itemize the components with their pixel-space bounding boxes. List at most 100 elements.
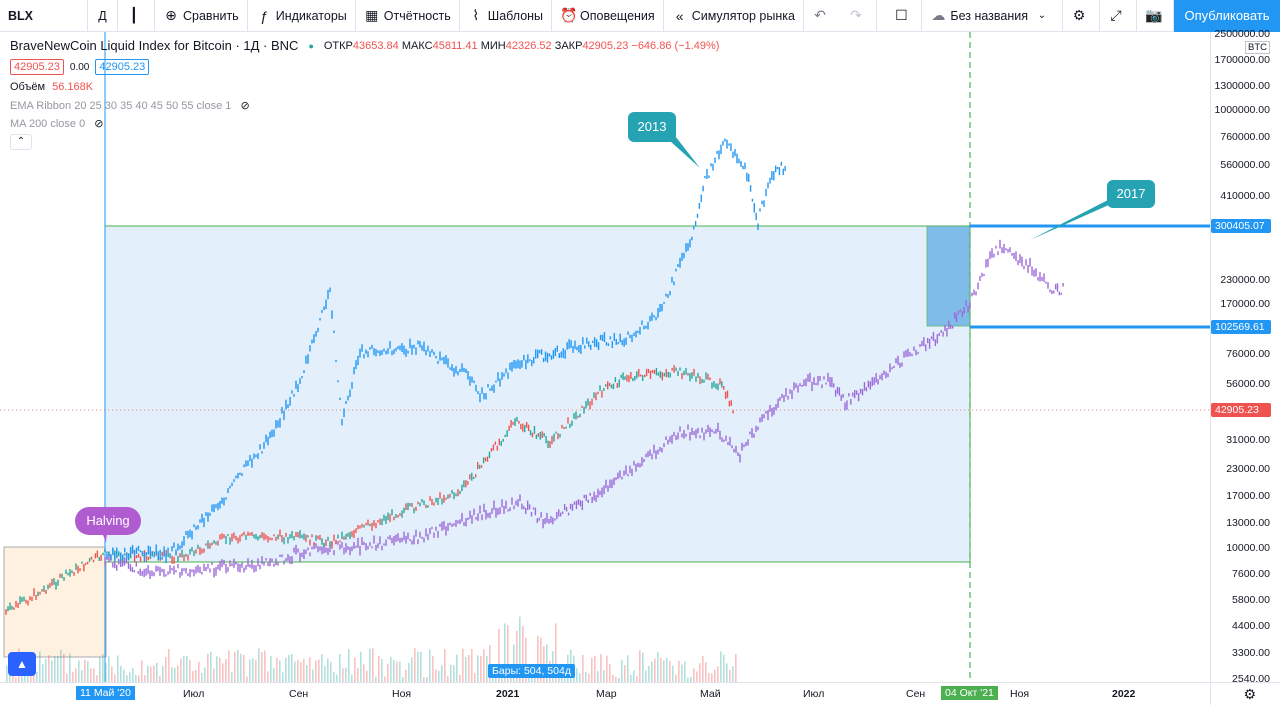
volume-bar [228, 650, 230, 682]
volume-bar [120, 665, 122, 682]
chart-pane[interactable]: BraveNewCoin Liquid Index for Bitcoin · … [0, 32, 1210, 682]
layout-name-label: Без названия [950, 8, 1028, 23]
replay-button[interactable]: « Симулятор рынка [664, 0, 804, 32]
volume-bar [222, 663, 224, 682]
volume-bar [132, 668, 134, 682]
blue-range-box[interactable] [104, 225, 971, 563]
volume-bar [267, 671, 269, 682]
price-tick-label: 23000.00 [1226, 463, 1270, 475]
fullscreen-button[interactable]: ⤢ [1100, 0, 1137, 32]
callout-halving[interactable]: Halving [75, 507, 141, 535]
volume-bar [426, 677, 428, 682]
volume-bar [516, 630, 518, 682]
price-axis[interactable]: 2500000.00 1700000.00 1300000.00 1000000.00… [1210, 28, 1280, 685]
volume-bar [15, 677, 17, 682]
layout-name-button[interactable]: ☁ Без названия ⌄ [922, 0, 1063, 32]
volume-bar [297, 659, 299, 682]
volume-bar [90, 668, 92, 682]
volume-bar [261, 652, 263, 682]
volume-bar [381, 659, 383, 682]
close-label: ЗАКР [554, 39, 583, 52]
tradingview-logo[interactable]: ▲ [8, 652, 36, 676]
volume-bar [357, 668, 359, 682]
volume-bar [576, 668, 578, 682]
volume-bar [279, 660, 281, 682]
volume-bar [81, 670, 83, 682]
end-date-tag: 04 Окт '21 [941, 686, 998, 700]
gear-icon: ⚙ [1243, 686, 1256, 702]
volume-bar [264, 650, 266, 682]
collapse-legend-button[interactable]: ⌃ [10, 134, 32, 150]
volume-bar [87, 661, 89, 682]
fx-icon: ƒ [259, 7, 268, 24]
volume-value: 56.168K [52, 81, 94, 93]
reports-button[interactable]: ▦ Отчётность [356, 0, 460, 32]
volume-bar [234, 651, 236, 682]
settings-button[interactable]: ⚙ [1063, 0, 1100, 32]
upper-price-tag: 300405.07 [1211, 219, 1271, 233]
volume-bar [489, 645, 491, 682]
price-tick-label: 1700000.00 [1214, 54, 1270, 66]
spread-value: 0.00 [69, 61, 90, 73]
volume-bar [717, 666, 719, 682]
volume-bar [129, 672, 131, 682]
volume-bar [582, 654, 584, 682]
ma-row[interactable]: MA 200 close 0 ⊘ [10, 117, 719, 130]
volume-bar [27, 675, 29, 682]
currency-label: BTC [1245, 41, 1270, 54]
price-tick-label: 7600.00 [1232, 568, 1270, 580]
redo-button[interactable]: ↷ [840, 0, 877, 32]
ema-label: EMA Ribbon 20 25 30 35 40 45 50 55 close… [10, 100, 232, 112]
volume-bar [69, 653, 71, 682]
volume-bar [627, 655, 629, 682]
volume-bar [663, 660, 665, 682]
orange-range-box[interactable] [3, 546, 107, 658]
volume-bar [393, 659, 395, 682]
volume-bar [459, 674, 461, 682]
undo-button[interactable]: ↶ [804, 0, 840, 32]
alerts-button[interactable]: ⏰ Оповещения [552, 0, 664, 32]
chart-legend: BraveNewCoin Liquid Index for Bitcoin · … [10, 38, 719, 150]
price-chart[interactable] [0, 32, 1210, 682]
volume-bar [555, 623, 557, 682]
axis-settings-button[interactable]: ⚙ [1210, 682, 1280, 705]
time-tick-label: 2022 [1112, 688, 1136, 700]
volume-bar [375, 676, 377, 682]
snapshot-button[interactable]: 📷 [1137, 0, 1174, 32]
interval-button[interactable]: Д [88, 0, 118, 32]
bid-button[interactable]: 42905.23 [10, 59, 64, 75]
legend-title[interactable]: BraveNewCoin Liquid Index for Bitcoin · … [10, 38, 299, 53]
callout-2013[interactable]: 2013 [628, 112, 676, 142]
indicators-button[interactable]: ƒ Индикаторы [248, 0, 356, 32]
eye-hidden-icon[interactable]: ⊘ [240, 100, 250, 112]
volume-bar [414, 648, 416, 682]
highlight-box[interactable] [926, 225, 971, 327]
time-axis[interactable]: Июл Сен Ноя 2021 Мар Май Июл Сен Ноя 2022 11 Май … [0, 682, 1210, 705]
symbol-search[interactable]: BLX [0, 0, 88, 32]
eye-hidden-icon[interactable]: ⊘ [94, 118, 104, 130]
time-tick-label: 2021 [496, 688, 520, 700]
replay-label: Симулятор рынка [691, 8, 795, 23]
volume-bar [186, 655, 188, 682]
callout-2017[interactable]: 2017 [1107, 180, 1155, 208]
volume-row: Объём 56.168K [10, 81, 719, 93]
templates-button[interactable]: ⌇ Шаблоны [460, 0, 553, 32]
volume-bar [72, 671, 74, 682]
layout-toggle-button[interactable]: ☐ [885, 0, 923, 32]
alarm-clock-icon: ⏰ [560, 7, 578, 23]
volume-bar [255, 660, 257, 682]
rewind-icon: « [675, 7, 684, 24]
volume-bar [603, 670, 605, 682]
volume-bar [237, 649, 239, 682]
chart-type-button[interactable]: ┃ [118, 0, 155, 32]
reports-label: Отчётность [383, 8, 451, 23]
plus-circle-icon: ⊕ [165, 7, 177, 23]
publish-button[interactable]: Опубликовать [1174, 0, 1280, 32]
purple-series [104, 239, 1064, 579]
ask-button[interactable]: 42905.23 [95, 59, 150, 75]
volume-bar [93, 668, 95, 682]
volume-bar [258, 648, 260, 682]
compare-button[interactable]: ⊕ Сравнить [155, 0, 248, 32]
ema-row[interactable]: EMA Ribbon 20 25 30 35 40 45 50 55 close… [10, 99, 719, 112]
volume-bar [453, 665, 455, 682]
